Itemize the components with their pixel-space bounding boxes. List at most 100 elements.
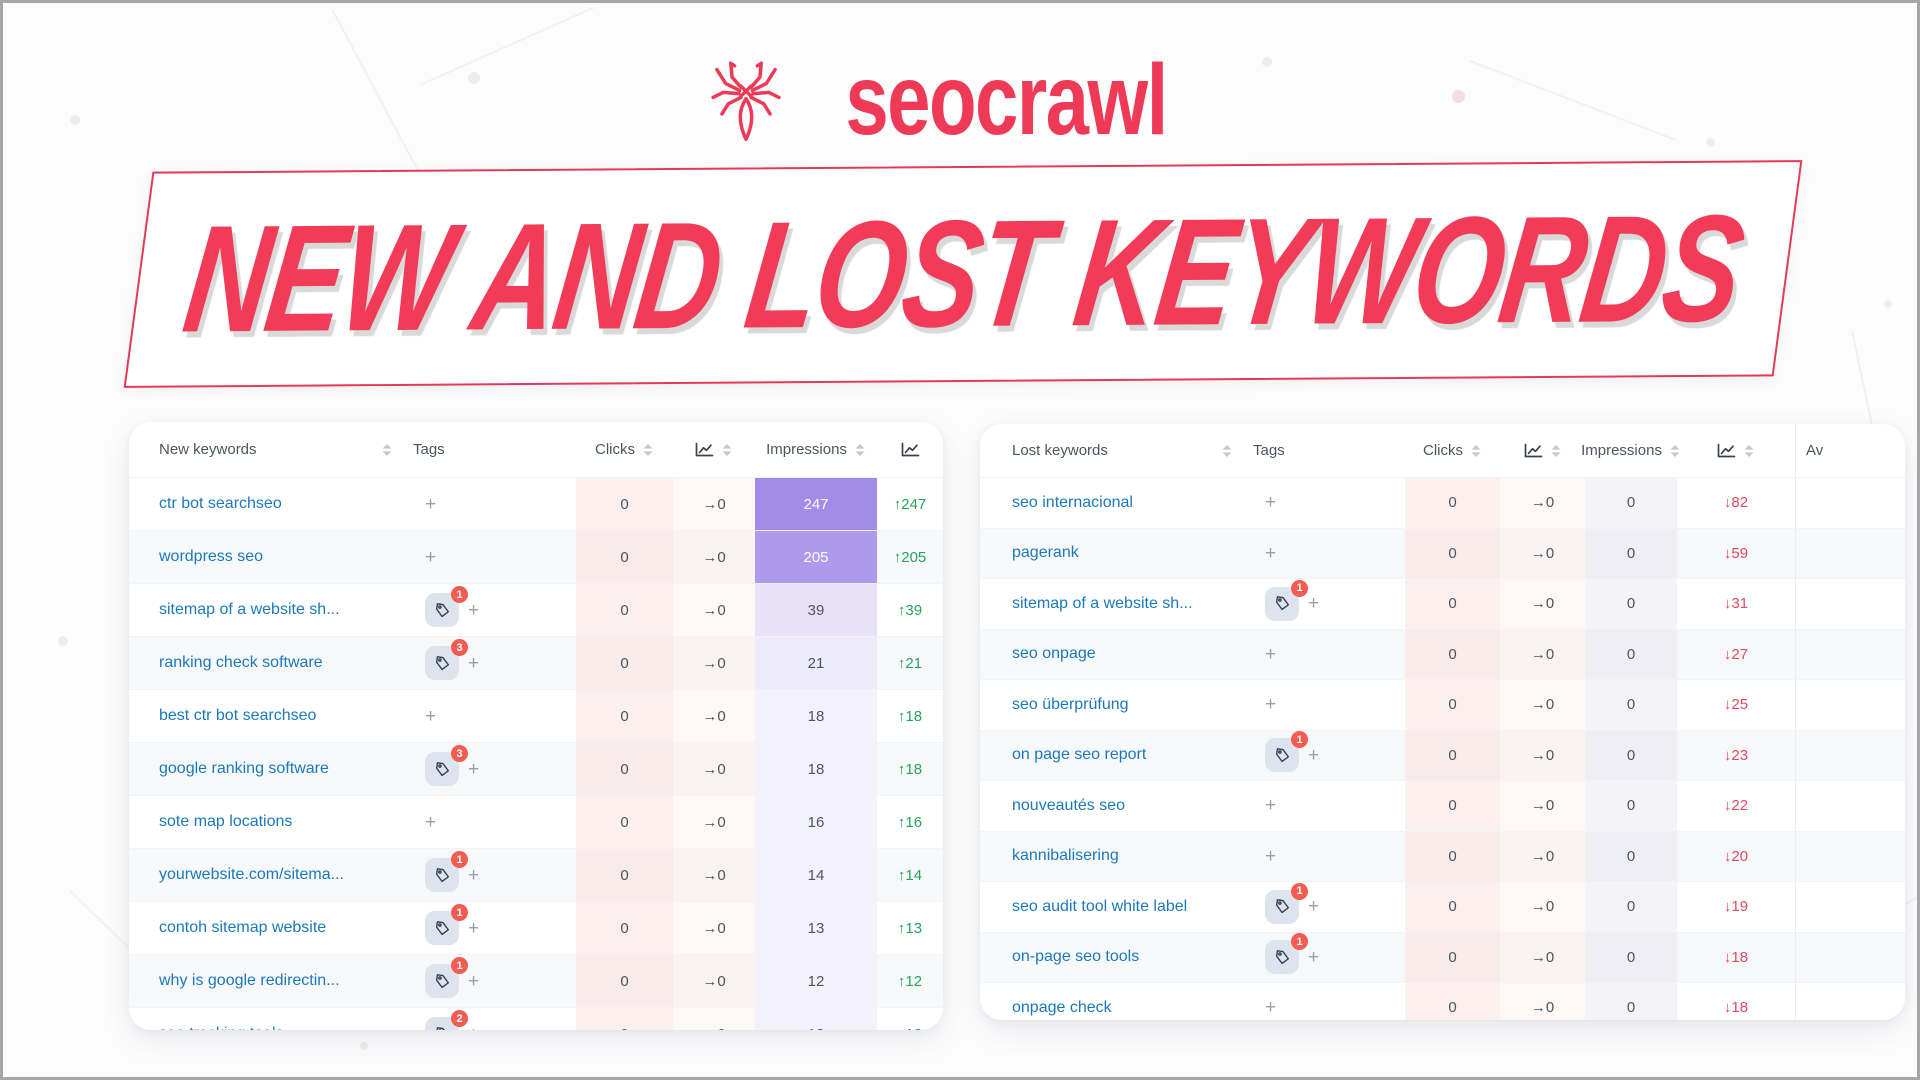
impressions-cell: 205 [755,531,877,583]
keyword-link[interactable]: on-page seo tools [1012,948,1140,966]
table-row: wordpress seo +0 →0 205 ↑205 [129,530,943,583]
tags-cell: 1 + [413,955,576,1007]
add-tag-button[interactable]: + [1265,643,1277,665]
add-tag-button[interactable]: + [1308,593,1320,615]
sort-arrows-icon[interactable] [1550,444,1562,458]
keyword-link[interactable]: seo tracking tools [159,1025,284,1030]
keyword-link[interactable]: wordpress seo [159,548,264,565]
column-label-impressions: Impressions [766,441,847,458]
impressions-cell: 0 [1585,680,1677,730]
add-tag-button[interactable]: + [425,705,437,727]
line-chart-icon[interactable] [1524,443,1543,458]
sort-arrows-icon[interactable] [721,443,733,457]
sort-arrows-icon[interactable] [1669,444,1681,458]
add-tag-button[interactable]: + [468,599,480,621]
keyword-link[interactable]: sote map locations [159,813,293,830]
add-tag-button[interactable]: + [425,546,437,568]
keyword-cell: seo tracking tools [129,1008,413,1030]
clicks-trend-value: →0 [702,1026,725,1031]
tag-chip[interactable]: 1 [425,586,468,627]
impressions-trend-value: ↑247 [893,495,927,513]
tags-cell: + [413,690,576,742]
keyword-link[interactable]: seo überprüfung [1012,695,1129,713]
tag-chip[interactable]: 1 [1265,882,1308,924]
add-tag-button[interactable]: + [1265,542,1277,564]
tag-chip[interactable]: 2 [425,1010,468,1030]
impressions-cell: 0 [1585,983,1677,1020]
clicks-trend-value: →0 [1530,847,1555,865]
line-chart-icon[interactable] [901,442,920,457]
keyword-cell: onpage check [980,983,1253,1020]
add-tag-button[interactable]: + [468,970,480,992]
impressions-trend-value: ↑12 [897,972,923,990]
tag-chip[interactable]: 1 [1265,731,1308,773]
sort-arrows-icon[interactable] [854,443,866,457]
sort-arrows-icon[interactable] [381,443,393,457]
add-tag-button[interactable]: + [1308,744,1320,766]
keyword-cell: contoh sitemap website [129,902,413,954]
add-tag-button[interactable]: + [468,758,480,780]
add-tag-button[interactable]: + [1265,492,1277,514]
tag-chip[interactable]: 1 [425,904,468,945]
add-tag-button[interactable]: + [468,864,480,886]
clicks-cell: 0 [1405,983,1500,1020]
keyword-link[interactable]: seo audit tool white label [1012,897,1188,915]
clicks-trend-cell: →0 [673,955,755,1007]
impressions-value: 0 [1626,494,1636,512]
tag-chip[interactable]: 1 [1265,933,1308,975]
line-chart-icon[interactable] [1717,443,1736,458]
clicks-value: 0 [620,601,629,619]
line-chart-icon[interactable] [695,442,714,457]
keyword-link[interactable]: sitemap of a website sh... [1012,594,1193,612]
sort-arrows-icon[interactable] [1743,444,1755,458]
tag-chip[interactable]: 1 [425,851,468,892]
keyword-link[interactable]: seo internacional [1012,493,1133,511]
sort-arrows-icon[interactable] [1221,444,1233,458]
impressions-trend-cell: ↓59 [1677,529,1795,579]
keyword-link[interactable]: sitemap of a website sh... [159,601,340,618]
tag-count-badge: 1 [451,586,468,603]
sort-arrows-icon[interactable] [1470,444,1482,458]
keyword-link[interactable]: google ranking software [159,760,329,777]
add-tag-button[interactable]: + [1265,694,1277,716]
keyword-link[interactable]: yourwebsite.com/sitema... [159,866,344,883]
tag-chip[interactable]: 1 [425,957,468,998]
keyword-link[interactable]: on page seo report [1012,746,1147,764]
add-tag-button[interactable]: + [1308,946,1320,968]
keyword-link[interactable]: contoh sitemap website [159,919,327,936]
keyword-link[interactable]: kannibalisering [1012,847,1119,865]
tag-chip[interactable]: 1 [1265,579,1308,621]
impressions-trend-cell: ↓82 [1677,478,1795,528]
keyword-link[interactable]: nouveautés seo [1012,796,1125,814]
add-tag-button[interactable]: + [425,811,437,833]
keyword-link[interactable]: pagerank [1012,544,1079,562]
impressions-trend-cell: ↑14 [877,849,943,901]
table-row: onpage check +0 →0 0 ↓18 [980,982,1905,1020]
add-tag-button[interactable]: + [468,652,480,674]
impressions-value: 21 [807,654,825,672]
add-tag-button[interactable]: + [468,917,480,939]
add-tag-button[interactable]: + [468,1025,479,1031]
tags-cell: 2+ [413,1008,576,1030]
keyword-link[interactable]: ranking check software [159,654,323,671]
tag-icon [435,1026,449,1030]
keyword-link[interactable]: why is google redirectin... [159,972,340,989]
keyword-link[interactable]: best ctr bot searchseo [159,707,317,724]
add-tag-button[interactable]: + [425,493,437,515]
tag-chip[interactable]: 3 [425,639,468,680]
add-tag-button[interactable]: + [1308,896,1320,918]
title-banner: NEW AND LOST KEYWORDS [123,160,1803,388]
tag-chip[interactable]: 3 [425,745,468,786]
clicks-cell: 0 [1405,730,1500,780]
add-tag-button[interactable]: + [1265,845,1277,867]
keyword-link[interactable]: seo onpage [1012,645,1096,663]
clicks-trend-value: →0 [702,760,726,778]
keyword-link[interactable]: ctr bot searchseo [159,495,282,512]
clicks-trend-cell: →0 [1500,781,1585,831]
add-tag-button[interactable]: + [1265,997,1277,1019]
impressions-trend-cell: ↓27 [1677,630,1795,680]
sort-arrows-icon[interactable] [642,443,654,457]
clicks-trend-value: →0 [1530,494,1555,512]
keyword-link[interactable]: onpage check [1012,998,1112,1016]
add-tag-button[interactable]: + [1265,795,1277,817]
